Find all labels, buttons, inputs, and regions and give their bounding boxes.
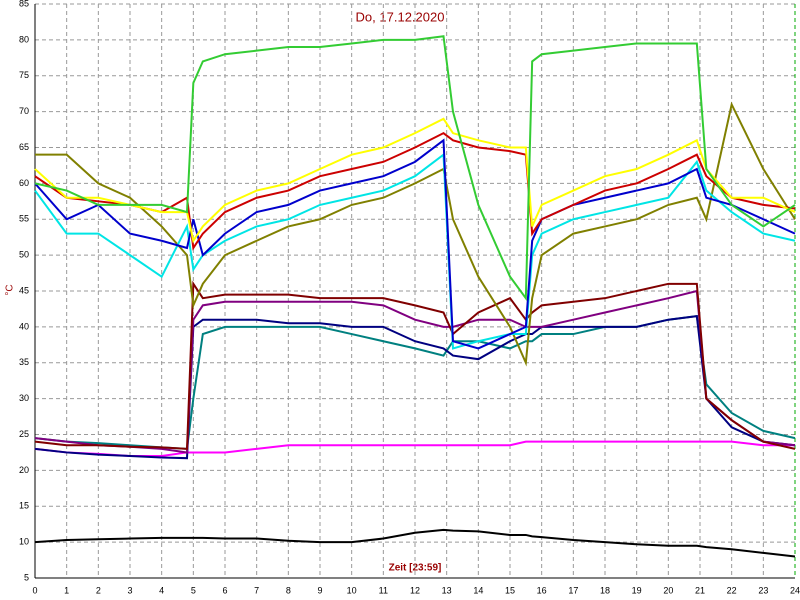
- series-line: [34, 314, 796, 460]
- y-tick-label: 30: [19, 393, 29, 403]
- series-line: [34, 528, 796, 558]
- x-tick-label: 19: [632, 585, 642, 595]
- x-tick-label: 13: [442, 585, 452, 595]
- x-tick-label: 7: [254, 585, 259, 595]
- x-tick-label: 11: [379, 585, 388, 595]
- x-tick-label: 5: [191, 585, 196, 595]
- x-tick-label: 10: [347, 585, 357, 595]
- y-tick-label: 45: [19, 285, 29, 295]
- x-axis-label: Zeit [23:59]: [389, 563, 442, 574]
- y-tick-label: 10: [19, 537, 29, 547]
- series-line: [34, 280, 796, 450]
- y-tick-label: 20: [19, 465, 29, 475]
- y-tick-label: 55: [19, 214, 29, 224]
- x-tick-label: 1: [64, 585, 69, 595]
- x-tick-label: 9: [317, 585, 322, 595]
- x-tick-label: 15: [505, 585, 515, 595]
- series-line: [34, 138, 796, 350]
- y-tick-label: 15: [19, 501, 29, 511]
- x-tick-label: 22: [727, 585, 737, 595]
- x-tick-label: 0: [32, 585, 37, 595]
- x-tick-label: 14: [473, 585, 483, 595]
- x-tick-label: 12: [410, 585, 420, 595]
- y-tick-label: 5: [24, 572, 29, 582]
- series-line: [34, 289, 796, 454]
- y-axis-label: °C: [5, 284, 16, 295]
- y-tick-label: 80: [19, 34, 29, 44]
- y-tick-label: 70: [19, 106, 29, 116]
- y-tick-label: 75: [19, 70, 29, 80]
- x-tick-label: 4: [159, 585, 164, 595]
- chart-title: Do, 17.12.2020: [356, 9, 445, 24]
- y-tick-label: 60: [19, 178, 29, 188]
- x-tick-label: 16: [537, 585, 547, 595]
- x-tick-label: 24: [790, 585, 800, 595]
- y-tick-label: 65: [19, 142, 29, 152]
- series-line: [34, 35, 796, 302]
- y-tick-label: 50: [19, 250, 29, 260]
- x-tick-label: 17: [568, 585, 578, 595]
- x-tick-label: 23: [758, 585, 768, 595]
- y-tick-label: 35: [19, 357, 29, 367]
- x-tick-label: 20: [663, 585, 673, 595]
- x-tick-label: 3: [127, 585, 132, 595]
- x-tick-label: 8: [286, 585, 291, 595]
- x-tick-label: 2: [96, 585, 101, 595]
- y-tick-label: 85: [19, 0, 29, 8]
- y-tick-label: 40: [19, 321, 29, 331]
- y-tick-label: 25: [19, 429, 29, 439]
- x-tick-label: 21: [695, 585, 705, 595]
- x-tick-label: 18: [600, 585, 610, 595]
- x-tick-label: 6: [222, 585, 227, 595]
